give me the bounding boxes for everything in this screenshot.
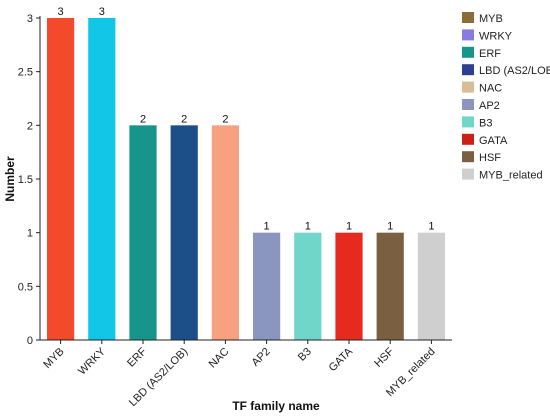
bar-0 [47,18,75,340]
legend-label: WRKY [479,30,513,42]
y-axis-title: Number [3,156,17,202]
legend-label: GATA [479,135,508,147]
x-tick-label: NAC [207,346,232,371]
bar-4 [211,125,239,340]
legend-label: ERF [479,48,501,60]
legend-swatch [462,46,474,58]
bar-9 [417,232,445,340]
bar-value-label: 1 [264,221,270,233]
legend-swatch [462,151,474,163]
legend-label: AP2 [479,100,500,112]
legend-label: B3 [479,117,492,129]
x-tick-label: GATA [327,345,356,374]
legend-label: MYB_related [479,170,543,182]
bar-value-label: 2 [181,113,187,125]
bar-value-label: 1 [387,221,393,233]
bar-value-label: 1 [346,221,352,233]
bar-value-label: 3 [99,6,105,18]
legend: MYB WRKY ERF LBD (AS2/LOB) NAC AP2 B3 GATA HSF MY… [462,12,550,182]
x-tick-label: ERF [125,345,149,369]
bar-6 [294,232,322,340]
legend-label: LBD (AS2/LOB) [479,65,550,77]
bar-7 [335,232,363,340]
bar-value-label: 3 [58,6,64,18]
y-tick-label: 1.5 [18,174,33,186]
legend-swatch [462,64,474,76]
bar-5 [253,232,281,340]
bar-3 [170,125,198,340]
legend-swatch [462,168,474,180]
x-tick-label: MYB [41,346,66,371]
bar-2 [129,125,157,340]
bar-8 [376,232,404,340]
bar-value-label: 1 [305,221,311,233]
x-tick-label: AP2 [250,346,273,369]
legend-swatch [462,99,474,110]
bar-value-label: 2 [140,113,146,125]
legend-swatch [462,133,474,145]
bar-value-labels: 3 3 2 2 2 1 1 1 1 1 [58,6,435,233]
legend-swatch [462,12,474,23]
bars [47,18,445,340]
bar-value-label: 1 [428,221,434,233]
x-tick-label: B3 [296,346,314,364]
legend-swatch [462,81,474,93]
legend-swatch [462,116,474,128]
bar-1 [88,18,116,340]
legend-swatch [462,29,474,41]
y-tick-label: 0 [27,335,33,347]
y-tick-label: 1 [27,228,33,240]
x-axis-title: TF family name [232,399,320,413]
y-tick-label: 0.5 [18,281,33,293]
y-tick-label: 3 [27,13,33,25]
legend-label: NAC [479,83,502,95]
y-tick-label: 2.5 [18,67,33,79]
bar-value-label: 2 [222,113,228,125]
legend-label: MYB [479,13,503,25]
y-tick-label: 2 [27,120,33,132]
x-tick-label: WRKY [76,345,108,377]
x-tick-label: HSF [372,345,396,369]
y-axis-ticks: 0 0.5 1 1.5 2 2.5 3 [18,13,40,347]
legend-label: HSF [479,152,501,164]
